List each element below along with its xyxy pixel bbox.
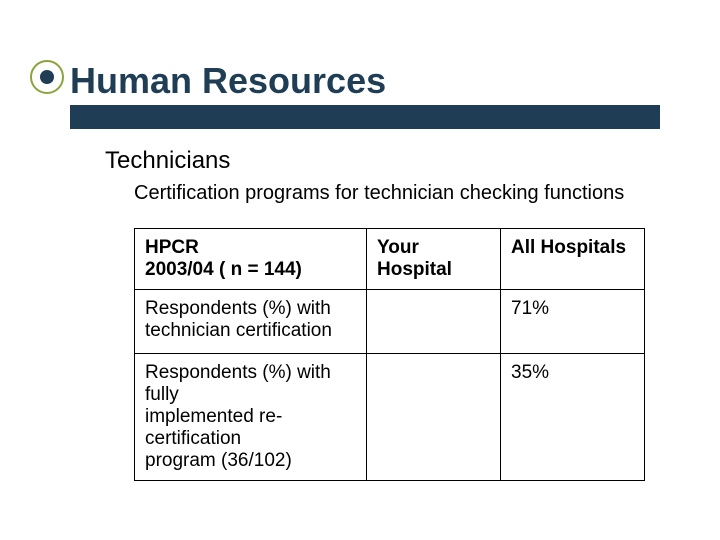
th-hpcr-line2: 2003/04 ( n = 144) xyxy=(145,259,302,280)
row2-all-hospitals: 35% xyxy=(501,354,645,481)
th-all-hospitals: All Hospitals xyxy=(501,229,645,290)
slide: Human Resources Technicians Certificatio… xyxy=(0,0,720,540)
table-header-row: HPCR 2003/04 ( n = 144) Your Hospital Al… xyxy=(135,229,645,290)
row1-your-hospital xyxy=(367,290,501,354)
row1-label: Respondents (%) with technician certific… xyxy=(135,290,367,354)
slide-title: Human Resources xyxy=(70,60,386,102)
row1-all-hospitals: 71% xyxy=(501,290,645,354)
th-all-line1: All Hospitals xyxy=(511,237,626,258)
th-your-line1: Your xyxy=(377,237,419,258)
row2-label-l2: implemented re-certification xyxy=(145,406,282,449)
th-hpcr-line1: HPCR xyxy=(145,237,199,258)
title-bullet-fill xyxy=(40,70,54,84)
row1-label-l1: Respondents (%) with xyxy=(145,298,331,319)
row1-label-l2: technician certification xyxy=(145,320,332,341)
certification-table: HPCR 2003/04 ( n = 144) Your Hospital Al… xyxy=(134,228,645,481)
row2-your-hospital xyxy=(367,354,501,481)
th-your-line2: Hospital xyxy=(377,259,452,280)
row2-label-l1: Respondents (%) with fully xyxy=(145,362,331,405)
th-hpcr: HPCR 2003/04 ( n = 144) xyxy=(135,229,367,290)
bullet-level1: Technicians xyxy=(105,147,230,175)
title-underline-bar xyxy=(70,105,660,129)
row2-label-l3: program (36/102) xyxy=(145,450,292,471)
row2-label: Respondents (%) with fully implemented r… xyxy=(135,354,367,481)
table-row: Respondents (%) with technician certific… xyxy=(135,290,645,354)
bullet-level2: Certification programs for technician ch… xyxy=(134,182,624,205)
th-your-hospital: Your Hospital xyxy=(367,229,501,290)
table-row: Respondents (%) with fully implemented r… xyxy=(135,354,645,481)
